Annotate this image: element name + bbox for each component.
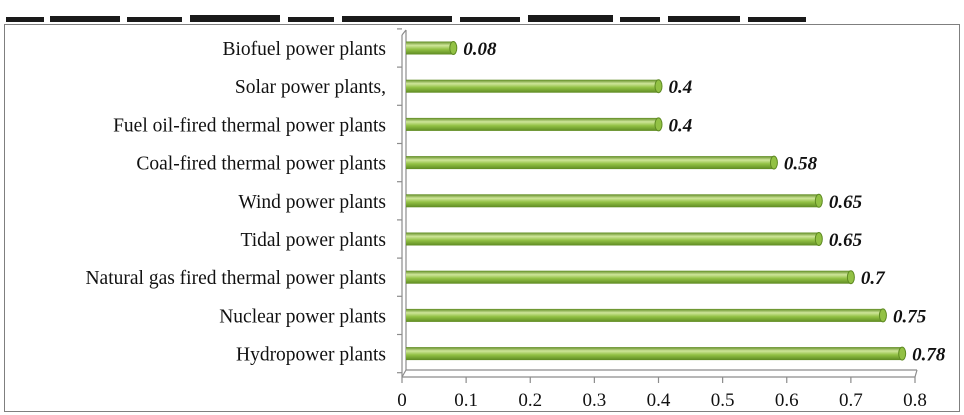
category-label: Fuel oil-fired thermal power plants: [113, 115, 386, 136]
x-tick-label: 0.4: [647, 390, 671, 410]
x-tick-label: 0.2: [518, 390, 542, 410]
data-label: 0.4: [669, 115, 693, 136]
category-label: Biofuel power plants: [222, 39, 386, 60]
category-label: Nuclear power plants: [219, 306, 386, 327]
category-label: Hydropower plants: [236, 345, 386, 366]
x-tick-label: 0.6: [775, 390, 799, 410]
bar: [406, 79, 663, 94]
x-tick-label: 0.1: [454, 390, 478, 410]
data-label: 0.65: [829, 192, 863, 213]
cropped-caption-remnant: [0, 0, 964, 22]
category-label: Solar power plants,: [235, 77, 386, 98]
x-tick-label: 0.5: [711, 390, 735, 410]
bar: [406, 270, 855, 285]
category-label: Tidal power plants: [240, 230, 386, 251]
data-label: 0.58: [784, 154, 818, 175]
data-label: 0.65: [829, 230, 863, 251]
category-label: Coal-fired thermal power plants: [136, 154, 386, 175]
x-tick-label: 0.8: [903, 390, 927, 410]
bar: [406, 193, 823, 208]
bar-chart: 0 0.1 0.2 0.3 0.4 0.5 0.6 0.7 0.8 Biofuel power p…: [85, 28, 946, 411]
data-label: 0.78: [912, 345, 946, 366]
bar: [406, 308, 887, 323]
data-label: 0.75: [893, 306, 927, 327]
data-label: 0.08: [463, 39, 497, 60]
x-tick-label: 0.3: [583, 390, 607, 410]
axis-corner-right: [914, 369, 918, 378]
category-label: Wind power plants: [238, 192, 386, 213]
axis-corner-top: [401, 29, 407, 36]
data-label: 0.4: [669, 77, 693, 98]
chart-frame: 0 0.1 0.2 0.3 0.4 0.5 0.6 0.7 0.8 Biofuel power p…: [4, 24, 960, 412]
bar: [406, 155, 778, 170]
x-tick-label: 0.7: [839, 390, 863, 410]
data-label: 0.7: [861, 268, 886, 289]
x-tick-label: 0: [397, 390, 407, 410]
bar: [406, 117, 663, 132]
axis-corner-bottom: [401, 369, 407, 378]
category-label: Natural gas fired thermal power plants: [85, 268, 386, 289]
bar: [406, 232, 823, 246]
bar: [406, 346, 907, 361]
bar: [406, 41, 458, 55]
